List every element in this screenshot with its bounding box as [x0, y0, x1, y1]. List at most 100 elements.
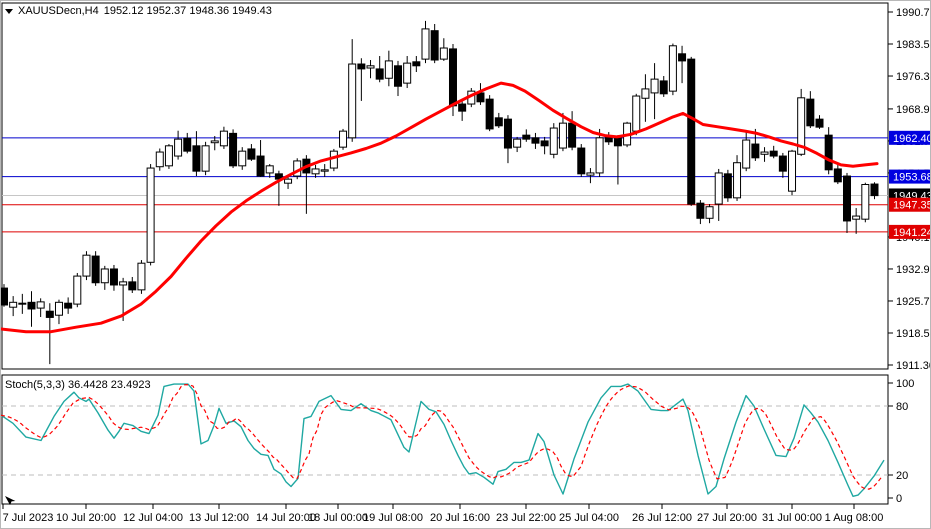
candle-bullish — [760, 151, 769, 155]
price-tick-label: 1968.90 — [896, 104, 931, 116]
candle-bullish — [733, 162, 742, 199]
candle-bearish — [476, 92, 485, 103]
candle-bullish — [320, 169, 329, 172]
stoch-k-line — [1, 383, 885, 497]
candle-bearish — [842, 175, 851, 222]
candle-bearish — [229, 132, 238, 167]
price-badge — [889, 197, 930, 212]
price-badge — [889, 169, 930, 184]
time-tick-label: 19 Jul 08:00 — [363, 512, 423, 524]
candle-bullish — [668, 45, 677, 92]
price-panel-border — [1, 2, 889, 370]
candle-bullish — [513, 138, 522, 148]
candle-bullish — [714, 172, 723, 205]
candle-bullish — [705, 206, 714, 219]
candle-bearish — [430, 30, 439, 61]
candle-bearish — [870, 183, 879, 197]
time-tick-label: 27 Jul 20:00 — [697, 512, 757, 524]
symbol-timeframe-label: XAUUSDecn,H4 — [18, 5, 99, 17]
candle-bullish — [18, 302, 27, 305]
candle-bearish — [751, 143, 760, 159]
candle-bearish — [577, 147, 586, 175]
candle-bearish — [522, 134, 531, 140]
candle-bullish — [586, 172, 595, 176]
candle-bullish — [284, 178, 293, 184]
candle-bearish — [91, 255, 100, 284]
time-tick-label: 26 Jul 12:00 — [632, 512, 692, 524]
candle-bearish — [613, 137, 622, 147]
price-tick-label: 1918.50 — [896, 328, 931, 340]
candle-bullish — [137, 262, 146, 291]
candle-bullish — [119, 281, 128, 286]
candle-bullish — [641, 88, 650, 99]
candle-bullish — [82, 254, 91, 277]
candle-bullish — [174, 138, 183, 157]
candle-bullish — [164, 145, 173, 167]
candle-bearish — [192, 145, 201, 172]
mouse-cursor-icon — [5, 496, 16, 505]
time-tick-label: 1 Aug 08:00 — [825, 512, 884, 524]
candle-bearish — [458, 103, 467, 112]
time-tick-label: 31 Jul 00:00 — [762, 512, 822, 524]
time-tick-label: 12 Jul 04:00 — [123, 512, 183, 524]
candle-bullish — [650, 78, 659, 94]
candle-bullish — [210, 140, 219, 144]
candle-bullish — [9, 301, 18, 308]
candle-bearish — [824, 134, 833, 171]
price-badge-label: 1953.68 — [893, 172, 931, 184]
candle-bearish — [687, 58, 696, 205]
candle-bullish — [36, 301, 45, 309]
stoch-tick-label: 20 — [896, 470, 908, 482]
candle-bearish — [696, 202, 705, 219]
candle-bullish — [146, 167, 155, 263]
candle-bullish — [100, 268, 109, 284]
candle-bullish — [238, 150, 247, 167]
candle-bearish — [815, 118, 824, 128]
candle-bullish — [311, 168, 320, 175]
ohlc-readout: 1952.12 1952.37 1948.36 1949.43 — [103, 5, 272, 17]
candle-bullish — [339, 130, 348, 148]
candle-bearish — [1, 287, 8, 306]
time-tick-label: 13 Jul 12:00 — [189, 512, 249, 524]
time-tick-label: 25 Jul 04:00 — [559, 512, 619, 524]
time-tick-label: 20 Jul 16:00 — [430, 512, 490, 524]
candle-bearish — [64, 302, 73, 309]
candle-bearish — [109, 268, 118, 286]
candle-bearish — [568, 122, 577, 148]
time-tick-label: 18 Jul 00:00 — [308, 512, 368, 524]
candle-bearish — [806, 98, 815, 127]
candle-bullish — [73, 275, 82, 305]
candle-bearish — [183, 137, 192, 152]
candle-bullish — [595, 137, 604, 174]
price-badge-label: 1941.24 — [893, 227, 931, 239]
candle-bearish — [357, 63, 366, 70]
candle-bearish — [503, 118, 512, 149]
price-tick-label: 1925.70 — [896, 296, 931, 308]
candle-bearish — [485, 98, 494, 130]
candle-bearish — [394, 65, 403, 87]
candle-bullish — [439, 47, 448, 60]
candle-bearish — [769, 150, 778, 157]
stoch-d-line — [1, 384, 882, 490]
candle-bearish — [448, 48, 457, 107]
candle-bearish — [833, 168, 842, 183]
candle-bearish — [659, 80, 668, 95]
candle-bearish — [128, 281, 137, 291]
price-badge — [889, 130, 930, 145]
stoch-tick-label: 100 — [896, 378, 914, 390]
price-tick-label: 1911.30 — [896, 360, 931, 372]
time-tick-label: 7 Jul 2023 — [3, 512, 54, 524]
candle-bullish — [155, 151, 164, 168]
candle-bearish — [412, 61, 421, 67]
candle-bullish — [788, 150, 797, 192]
stoch-tick-label: 0 — [896, 493, 902, 505]
price-badge-label: 1962.40 — [893, 133, 931, 145]
candle-bullish — [219, 130, 228, 147]
candle-bearish — [540, 140, 549, 147]
time-tick-label: 14 Jul 20:00 — [256, 512, 316, 524]
candle-bearish — [45, 310, 54, 318]
chart-menu-triangle-icon[interactable] — [5, 9, 13, 14]
candle-bullish — [265, 165, 274, 174]
